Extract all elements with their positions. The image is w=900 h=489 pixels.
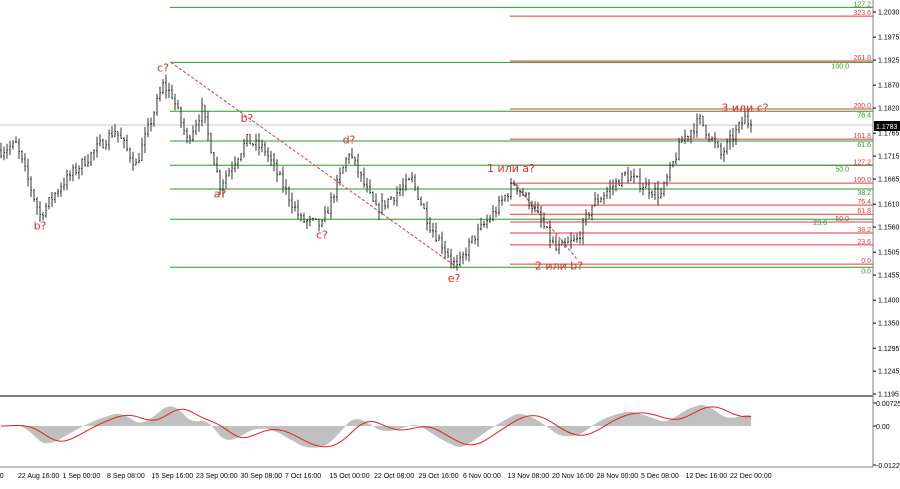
time-tick-label: 8:00 [0, 473, 4, 480]
price-tick-label: 1.2030 [878, 10, 900, 17]
fib-red-label: 76.4 [857, 199, 871, 206]
time-tick-label: 22 Oct 08:00 [374, 473, 414, 480]
macd-histogram [0, 405, 751, 448]
fib-green-label: 50.0 [835, 166, 849, 173]
wave-label: b? [241, 112, 254, 125]
time-tick-label: 6 Nov 00:00 [463, 473, 501, 480]
fib-red-label: 261.8 [853, 55, 871, 62]
time-tick-label: 15 Sep 16:00 [152, 473, 194, 480]
time-tick-label: 13 Nov 08:00 [508, 473, 550, 480]
price-tick-label: 1.1765 [878, 131, 900, 138]
price-tick-label: 1.1610 [878, 202, 900, 209]
fib-red-label: 200.0 [853, 103, 871, 110]
fib-red-label: 61.8 [857, 208, 871, 215]
wave-label: c? [316, 228, 328, 241]
time-axis: 8:00 22 Aug 16:00 1 Sep 00:00 8 Sep 08:00 15… [0, 473, 772, 480]
fib-green-label: 76.4 [857, 112, 871, 119]
osc-tick-label: 0.00 [876, 424, 890, 431]
trend-line-dashed [513, 182, 578, 260]
price-tick-label: 1.1975 [878, 35, 900, 42]
fib-red-label: 23.6 [857, 239, 871, 246]
osc-tick-label: 0.00725 [876, 401, 900, 408]
time-tick-label: 22 Aug 16:00 [18, 473, 59, 480]
wave-label: b? [34, 219, 47, 232]
wave-label: 2 или b? [535, 260, 583, 273]
wave-label: 1 или a? [487, 162, 535, 175]
time-tick-label: 23 Sep 00:00 [196, 473, 238, 480]
price-tick-label: 1.1820 [878, 106, 900, 113]
price-tick-label: 1.1925 [878, 58, 900, 65]
fib-green-label: 0.0 [861, 268, 871, 275]
fib-red-label: 0.0 [861, 258, 871, 265]
time-tick-label: 8 Sep 08:00 [107, 473, 145, 480]
fib-red-label: 38.2 [857, 227, 871, 234]
osc-tick-label: -0.01226 [876, 463, 900, 470]
price-tick-label: 1.1295 [878, 346, 900, 353]
fib-green-label: 38.2 [857, 190, 871, 197]
price-tick-label: 1.1665 [878, 176, 900, 183]
wave-label: c? [157, 61, 169, 74]
time-tick-label: 5 Dec 08:00 [641, 473, 679, 480]
time-tick-label: 7 Oct 16:00 [285, 473, 321, 480]
time-tick-label: 22 Dec 00:00 [730, 473, 772, 480]
fib-green-label: 100.0 [831, 63, 849, 70]
time-tick-label: 20 Nov 16:00 [552, 473, 594, 480]
fib-green-label: 61.6 [857, 142, 871, 149]
time-tick-label: 15 Oct 00:00 [330, 473, 370, 480]
price-tick-label: 1.1560 [878, 225, 900, 232]
price-tick-label: 1.1715 [878, 154, 900, 161]
time-tick-label: 12 Dec 16:00 [686, 473, 728, 480]
fib-green-label: 127.2 [853, 1, 871, 8]
price-tick-label: 1.1870 [878, 83, 900, 90]
price-axis: 1.20301.19751.19251.18701.18201.17651.17… [873, 10, 900, 399]
fib-red-label: 161.8 [853, 133, 871, 140]
trend-lines [170, 61, 578, 268]
trend-line-dashed [170, 61, 458, 268]
price-tick-label: 1.1505 [878, 250, 900, 257]
wave-label: a? [214, 187, 227, 200]
price-tick-label: 1.1195 [878, 392, 899, 399]
fib-red-label: 323.6 [853, 10, 871, 17]
price-tick-label: 1.1245 [878, 369, 900, 376]
wave-label: e? [448, 272, 461, 285]
current-price-label: 1.1783 [874, 121, 900, 131]
fib-red-label: 100.0 [853, 177, 871, 184]
price-tick-label: 1.1400 [878, 298, 900, 305]
price-bars [0, 74, 752, 271]
price-tick-label: 1.1455 [878, 273, 900, 280]
wave-label: 3 или c? [721, 101, 768, 114]
time-tick-label: 30 Sep 08:00 [241, 473, 283, 480]
time-tick-label: 29 Oct 16:00 [419, 473, 459, 480]
time-tick-label: 28 Nov 00:00 [597, 473, 639, 480]
current-price-text: 1.1783 [876, 124, 898, 131]
time-tick-label: 1 Sep 00:00 [63, 473, 101, 480]
fib-green-label: 23.6 [813, 220, 827, 227]
wave-labels: c? b? a? b? d? c? e? 1 или a? 2 или b? 3 или c? [34, 61, 769, 284]
signal-line [0, 406, 752, 448]
price-tick-label: 1.1350 [878, 321, 900, 328]
wave-label: d? [343, 133, 356, 146]
oscillator-panel: 0.00725 0.00 -0.01226 [0, 401, 900, 470]
fib-red-label: 127.2 [853, 159, 871, 166]
